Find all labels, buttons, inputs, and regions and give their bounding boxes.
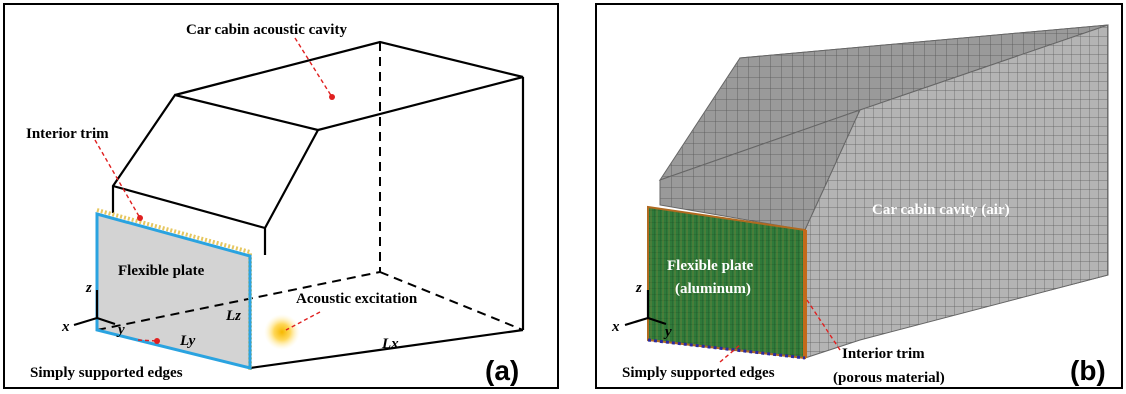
label: Simply supported edges — [30, 365, 183, 381]
dimension: Ly — [179, 333, 196, 349]
label: Interior trim — [842, 346, 925, 362]
axis-label: x — [61, 319, 70, 335]
panel-a: Car cabin acoustic cavity Interior trim … — [4, 4, 558, 388]
label: (aluminum) — [675, 281, 751, 297]
axis-label: y — [663, 324, 672, 340]
label: Simply supported edges — [622, 365, 775, 381]
label: (porous material) — [833, 370, 945, 386]
label: Flexible plate — [118, 263, 205, 279]
label: Car cabin acoustic cavity — [186, 22, 347, 38]
panel-b: Car cabin cavity (air) Flexible plate (a… — [596, 4, 1122, 388]
axis-label: x — [611, 319, 620, 335]
panel-tag: (a) — [485, 355, 519, 386]
label: Acoustic excitation — [296, 291, 418, 307]
label: Flexible plate — [667, 258, 754, 274]
panel-tag: (b) — [1070, 355, 1106, 386]
figure: Car cabin acoustic cavity Interior trim … — [0, 0, 1126, 394]
label: Car cabin cavity (air) — [872, 202, 1010, 218]
dimension: Lx — [381, 336, 399, 352]
axis-label: z — [635, 280, 642, 296]
dimension: Lz — [225, 308, 241, 324]
axis-label: z — [85, 280, 92, 296]
label: Interior trim — [26, 126, 109, 142]
axis-label: y — [116, 322, 125, 338]
